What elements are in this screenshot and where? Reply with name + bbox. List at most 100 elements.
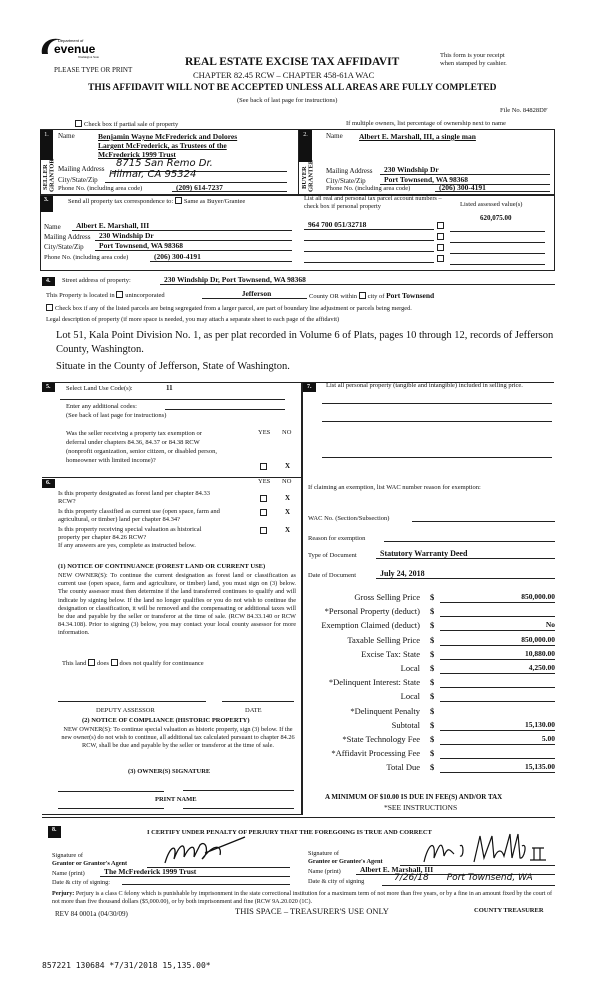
section-7-label: 7. xyxy=(303,383,316,393)
exemption-no-mark[interactable]: X xyxy=(285,462,291,470)
no-header: NO xyxy=(282,478,292,485)
assessed-field[interactable] xyxy=(450,233,545,243)
buyer-name-field[interactable]: Albert E. Marshall, III, a single man xyxy=(359,132,476,141)
amount-value[interactable] xyxy=(440,677,555,689)
legal-label: Legal description of property (if more s… xyxy=(46,316,340,323)
yes-header: YES xyxy=(258,478,271,485)
amount-value[interactable] xyxy=(440,691,555,703)
parcel-field[interactable] xyxy=(304,242,434,252)
seller-name-line-2[interactable]: Largent McFrederick, as Trustees of the xyxy=(98,141,227,150)
amount-label: Excise Tax: State xyxy=(361,648,420,659)
grantee-name-field[interactable]: Albert E. Marshall, III xyxy=(356,865,555,875)
deputy-signature-line[interactable] xyxy=(58,698,206,702)
additional-codes-label: Enter any additional codes: xyxy=(66,403,137,410)
section-3-label: 3. xyxy=(40,196,53,212)
amount-value[interactable]: 15,130.00 xyxy=(440,720,555,731)
grantor-name-field[interactable]: The McFrederick 1999 Trust xyxy=(100,867,290,877)
same-as-buyer-checkbox[interactable] xyxy=(174,197,182,204)
forest-yes-checkbox[interactable] xyxy=(260,495,267,502)
section-5-divider xyxy=(42,477,302,478)
amount-value[interactable] xyxy=(440,748,555,760)
seller-city-field[interactable]: Hilmar, CA 95324 xyxy=(105,169,287,183)
street-address-field[interactable]: 230 Windship Dr, Port Townsend, WA 98368 xyxy=(160,275,555,285)
doc-date-field[interactable]: July 24, 2018 xyxy=(376,569,555,579)
print-name-line[interactable] xyxy=(183,805,294,809)
print-name-label: PRINT NAME xyxy=(155,796,197,803)
buyer-city-field[interactable]: Port Townsend, WA 98368 xyxy=(380,175,550,185)
reason-field[interactable] xyxy=(384,532,555,542)
dor-logo: Department of evenue Washington State xyxy=(38,34,100,62)
segregated-checkbox[interactable]: Check box if any of the listed parcels a… xyxy=(46,304,412,313)
section-2-label: 2. xyxy=(299,130,312,162)
s3-phone-field[interactable]: (206) 300-4191 xyxy=(150,252,292,262)
grantor-date-field[interactable] xyxy=(122,877,290,885)
parcel-field[interactable] xyxy=(304,231,434,241)
does-not-checkbox[interactable] xyxy=(110,659,118,666)
amount-value[interactable]: 15,135.00 xyxy=(440,762,555,774)
owner-signature-line[interactable] xyxy=(183,787,294,791)
partial-sale-checkbox[interactable]: Check box if partial sale of property xyxy=(75,120,178,129)
current-use-question: Is this property classified as current u… xyxy=(58,508,220,523)
historic-no-mark[interactable]: X xyxy=(285,526,291,534)
does-checkbox[interactable] xyxy=(88,659,95,666)
county-field[interactable]: Jefferson xyxy=(202,289,307,299)
grantor-date-label: Date & city of signing: xyxy=(52,879,111,886)
amount-value[interactable]: No xyxy=(440,620,555,632)
currency-sign: $ xyxy=(430,748,435,759)
section-7-top xyxy=(302,382,554,383)
print-name-line[interactable] xyxy=(58,805,164,809)
seller-name-line-1[interactable]: Benjamin Wayne McFrederick and Dolores xyxy=(98,132,238,141)
parcel-number[interactable]: 964 700 051/32718 xyxy=(304,220,434,230)
owner-signature-line[interactable] xyxy=(58,788,164,792)
wac-field[interactable] xyxy=(412,512,555,522)
date-line[interactable] xyxy=(222,698,294,702)
grantee-signature-field[interactable] xyxy=(400,855,555,866)
historic-yes-checkbox[interactable] xyxy=(260,527,267,534)
seller-phone-field[interactable]: (209) 614-7237 xyxy=(172,183,287,192)
treasurer-receipt-stamp: 857221 130684 *7/31/2018 15,135.00* xyxy=(42,961,211,970)
personal-property-line[interactable] xyxy=(322,452,552,458)
doc-type-field[interactable]: Statutory Warranty Deed xyxy=(376,549,555,559)
amount-label: *Delinquent Penalty xyxy=(350,705,420,716)
personal-property-line[interactable] xyxy=(322,416,552,422)
assessed-field[interactable] xyxy=(450,222,545,232)
street-label: Street address of property: xyxy=(62,277,131,284)
parcel-field[interactable] xyxy=(304,253,434,263)
seller-name-line-3[interactable]: McFrederick 1999 Trust xyxy=(98,150,176,159)
doc-date-label: Date of Document xyxy=(308,572,357,579)
amount-value[interactable]: 5.00 xyxy=(440,734,555,745)
additional-codes-field[interactable] xyxy=(165,402,285,410)
buyer-name-label: Name xyxy=(326,132,343,140)
s3-mailing-field[interactable]: 230 Windship Dr xyxy=(95,231,292,241)
assessed-value[interactable]: 620,075.00 xyxy=(480,214,512,222)
personal-property-line[interactable] xyxy=(322,398,552,404)
amount-value[interactable]: 850,000.00 xyxy=(440,592,555,603)
forest-no-mark[interactable]: X xyxy=(285,494,291,502)
assessed-header: Listed assessed value(s) xyxy=(460,201,523,208)
s3-name-field[interactable]: Albert E. Marshall, III xyxy=(72,221,292,231)
s3-city-field[interactable]: Port Townsend, WA 98368 xyxy=(95,241,292,251)
current-use-yes-checkbox[interactable] xyxy=(260,509,267,516)
personal-property-checkboxes[interactable] xyxy=(437,221,446,265)
unincorporated-checkbox[interactable] xyxy=(116,291,124,298)
amount-label: *Delinquent Interest: State xyxy=(328,677,420,688)
assessed-field[interactable] xyxy=(450,255,545,265)
buyer-mailing-field[interactable]: 230 Windship Dr xyxy=(380,165,550,175)
exemption-yes-checkbox[interactable] xyxy=(260,463,267,470)
grantor-signature-field[interactable] xyxy=(147,857,290,868)
amount-value[interactable]: 4,250.00 xyxy=(440,663,555,674)
no-header: NO xyxy=(282,429,292,436)
seller-mailing-field[interactable]: 8715 San Remo Dr. xyxy=(112,158,287,172)
amount-value[interactable]: 850,000.00 xyxy=(440,635,555,646)
grantee-date-field[interactable]: 7/26/18 Port Townsend, WA xyxy=(382,873,555,886)
land-use-code[interactable]: 11 xyxy=(166,384,173,392)
amount-value[interactable]: 10,880.00 xyxy=(440,649,555,660)
amount-value[interactable] xyxy=(440,606,555,618)
see-back-note: (See back of last page for instructions) xyxy=(66,412,167,419)
current-use-no-mark[interactable]: X xyxy=(285,508,291,516)
buyer-phone-field[interactable]: (206) 300-4191 xyxy=(435,183,550,192)
city-checkbox[interactable] xyxy=(358,292,366,299)
grantee-sig-label-2: Grantee or Grantee's Agent xyxy=(308,858,383,865)
notice-compliance-text: NEW OWNER(S): To continue special valuat… xyxy=(61,726,295,750)
assessed-field[interactable] xyxy=(450,244,545,254)
